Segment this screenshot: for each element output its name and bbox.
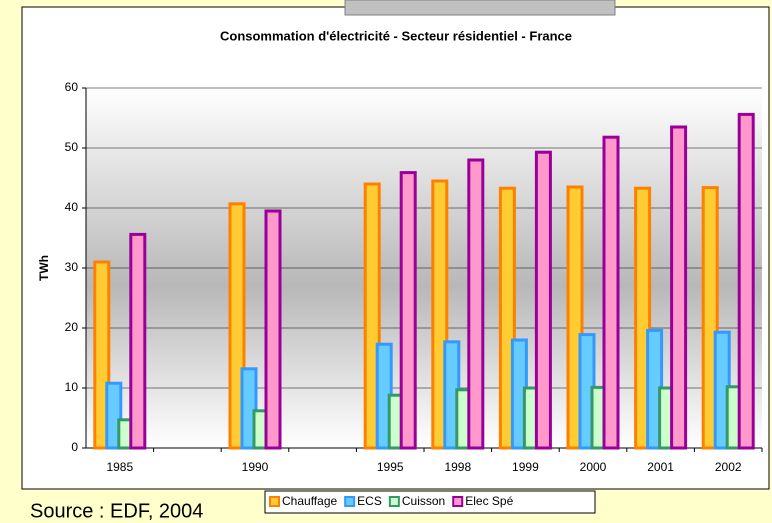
bar [399,171,417,450]
legend-swatch [452,496,464,507]
legend-swatch [388,496,400,507]
bar [534,150,552,450]
x-tick-label: 2001 [647,460,674,474]
bar [737,112,755,450]
x-tick-label: 1985 [106,460,133,474]
legend-label: Cuisson [402,494,445,508]
x-tick-label: 1998 [444,460,471,474]
bar [498,186,516,450]
bar [129,232,147,450]
chart-title: Consommation d'électricité - Secteur rés… [220,28,572,43]
x-tick-label: 2000 [580,460,607,474]
bar [467,158,485,450]
x-tick-label: 1995 [377,460,404,474]
source: Source : EDF, 2004 [30,500,203,522]
y-tick-label: 40 [65,200,79,214]
legend-label: Chauffage [282,494,337,508]
x-tick-label: 2002 [715,460,742,474]
legend-label: ECS [357,494,382,508]
y-axis-label: TWh [37,255,51,281]
bar [264,209,282,450]
legend-label: Elec Spé [465,494,513,508]
bar [602,135,620,450]
y-tick-label: 30 [65,260,79,274]
y-tick-label: 10 [65,380,79,394]
x-tick-label: 1990 [242,460,269,474]
top-bar [344,0,616,16]
bar [670,125,688,450]
y-tick-label: 0 [71,440,78,454]
y-tick-label: 60 [65,80,79,94]
y-tick-label: 50 [65,140,79,154]
x-tick-label: 1999 [512,460,539,474]
legend-swatch [344,496,356,507]
y-tick-label: 20 [65,320,79,334]
legend-swatch [269,496,280,507]
